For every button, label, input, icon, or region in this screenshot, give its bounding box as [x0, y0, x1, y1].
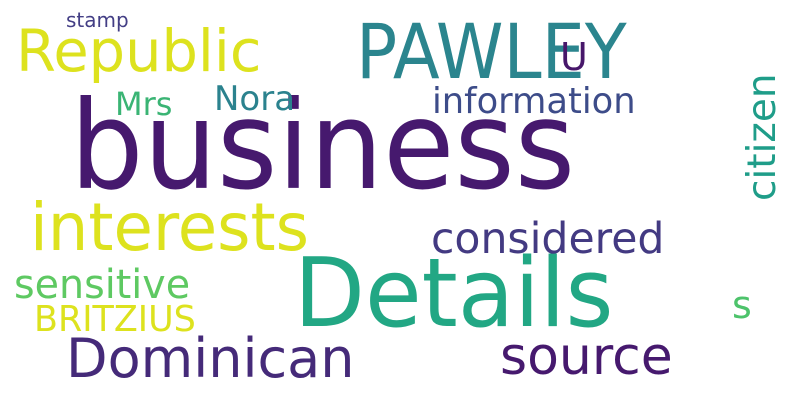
- word-source: source: [500, 327, 673, 387]
- word-business: business: [70, 75, 576, 217]
- word-information: information: [432, 81, 636, 122]
- word-details: Details: [294, 239, 614, 349]
- word-stamp: stamp: [66, 8, 129, 32]
- word-republic: Republic: [16, 17, 262, 85]
- word-pawley: PAWLEY: [356, 7, 627, 96]
- word-mrs: Mrs: [115, 85, 173, 123]
- word-considered: considered: [431, 214, 665, 264]
- word-sensitive: sensitive: [14, 262, 191, 308]
- word-dominican: Dominican: [66, 327, 355, 390]
- word-nora: Nora: [214, 79, 296, 119]
- word-u: U: [560, 35, 588, 79]
- word-s: s: [732, 283, 752, 327]
- word-interests: interests: [30, 189, 309, 266]
- word-britzius: BRITZIUS: [34, 299, 196, 340]
- word-citizen: citizen: [740, 73, 785, 201]
